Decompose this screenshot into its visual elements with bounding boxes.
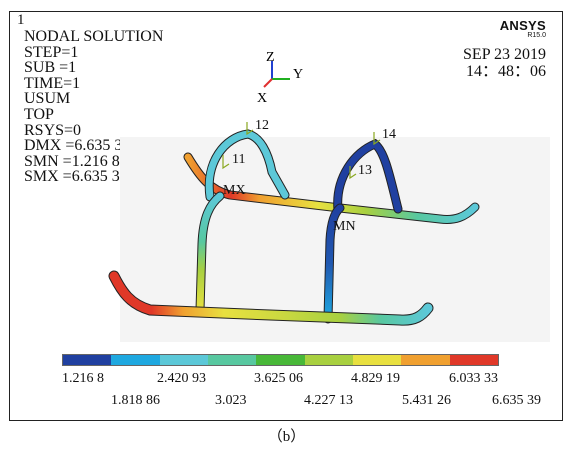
coordinate-triad: Z Y X [257, 50, 303, 106]
front-right-leg-tube [324, 204, 344, 323]
figure-caption: （b） [267, 429, 306, 445]
legend-label: 2.420 93 [157, 371, 206, 386]
min-marker-label: MN [333, 219, 356, 234]
window-number: 1 [17, 12, 25, 28]
date-text: SEP 23 2019 [463, 46, 546, 63]
legend-label: 6.635 39 [492, 393, 541, 408]
solution-info: NODAL SOLUTION STEP=1 SUB =1 TIME=1 USUM… [24, 29, 163, 185]
front-left-leg-tube [196, 192, 224, 314]
ansys-logo: ANSYS R15.0 [500, 19, 546, 40]
date-time: SEP 23 2019 14：48：06 [463, 46, 546, 80]
info-line: TIME=1 [24, 74, 81, 92]
contour-legend-bar [62, 354, 499, 366]
legend-color-swatch [159, 355, 208, 365]
node-labels: 12 11 14 13 MX MN [223, 118, 396, 234]
legend-label: 4.227 13 [304, 393, 353, 408]
plot-window: 1 NODAL SOLUTION STEP=1 SUB =1 TIME=1 US… [9, 11, 563, 421]
legend-label: 4.829 19 [351, 371, 400, 386]
legend-color-swatch [449, 355, 498, 365]
legend-label: 6.033 33 [449, 371, 498, 386]
legend-label: 1.818 86 [111, 393, 160, 408]
legend-label: 1.216 8 [62, 371, 104, 386]
node-label-11: 11 [232, 152, 245, 167]
legend-label: 3.625 06 [254, 371, 303, 386]
time-text: 14：48：06 [465, 63, 546, 80]
info-line: STEP=1 [24, 43, 79, 61]
info-line: SMN =1.216 8 [24, 152, 120, 170]
info-line: USUM [24, 90, 71, 108]
legend-color-swatch [304, 355, 353, 365]
triad-x-label: X [257, 91, 267, 106]
triad-y-label: Y [293, 67, 303, 82]
brand-name: ANSYS [499, 18, 546, 33]
legend-color-swatch [207, 355, 257, 365]
max-marker-label: MX [223, 183, 246, 198]
front-skid-tube [109, 271, 433, 325]
legend-color-swatch [256, 355, 305, 365]
node-label-13: 13 [358, 163, 372, 178]
legend-color-swatch [401, 355, 450, 365]
release-version: R15.0 [527, 32, 546, 39]
legend-label: 3.023 [215, 393, 247, 408]
node-label-14: 14 [382, 127, 396, 142]
constraint-markers [222, 122, 381, 180]
triad-z-label: Z [266, 50, 275, 65]
info-line: RSYS=0 [24, 121, 82, 139]
legend-color-swatch [63, 355, 112, 365]
legend-label: 5.431 26 [402, 393, 451, 408]
info-line: TOP [24, 105, 54, 123]
info-line: NODAL SOLUTION [24, 28, 164, 45]
legend-color-swatch [111, 355, 160, 365]
skid-model-view: Z Y X 12 11 14 13 MX MN [108, 50, 550, 342]
legend-color-swatch [352, 355, 402, 365]
info-line: SUB =1 [24, 59, 77, 77]
info-line: SMX =6.635 39 [24, 168, 128, 186]
node-label-12: 12 [255, 118, 269, 133]
info-line: DMX =6.635 39 [24, 137, 131, 155]
